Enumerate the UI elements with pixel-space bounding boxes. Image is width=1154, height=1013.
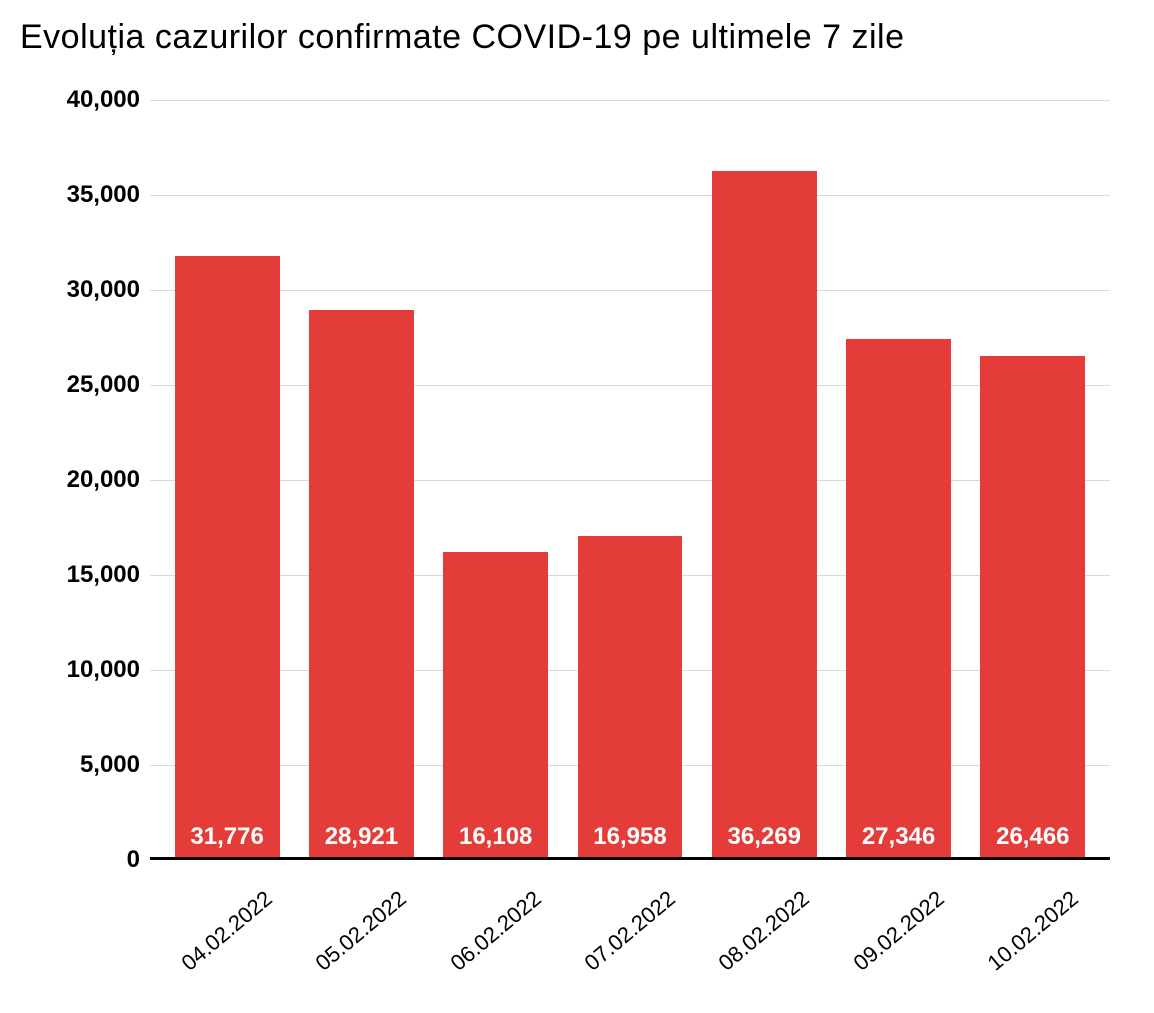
x-tick-label: 05.02.2022	[311, 886, 412, 977]
y-tick-label: 40,000	[50, 86, 140, 114]
x-tick-slot: 05.02.2022	[294, 863, 428, 1013]
bar-slot: 27,346	[831, 100, 965, 857]
bar: 31,776	[175, 256, 280, 857]
bar-value-label: 26,466	[996, 823, 1069, 851]
bar-value-label: 16,958	[593, 823, 666, 851]
x-tick-slot: 08.02.2022	[697, 863, 831, 1013]
x-tick-label: 04.02.2022	[177, 886, 278, 977]
x-tick-slot: 10.02.2022	[966, 863, 1100, 1013]
y-tick-label: 20,000	[50, 466, 140, 494]
y-tick-label: 30,000	[50, 276, 140, 304]
bar: 16,108	[443, 552, 548, 857]
bar-value-label: 27,346	[862, 823, 935, 851]
y-tick-label: 15,000	[50, 561, 140, 589]
chart-title: Evoluția cazurilor confirmate COVID-19 p…	[0, 0, 1154, 57]
bar: 16,958	[578, 536, 683, 857]
chart-container: 05,00010,00015,00020,00025,00030,00035,0…	[50, 100, 1110, 860]
x-tick-label: 09.02.2022	[848, 886, 949, 977]
x-tick-slot: 07.02.2022	[563, 863, 697, 1013]
bar-value-label: 31,776	[190, 823, 263, 851]
plot-area: 31,776 28,921 16,108 16,958 36,269 27,346 26,4…	[150, 100, 1110, 860]
x-tick-slot: 06.02.2022	[429, 863, 563, 1013]
bar-value-label: 28,921	[325, 823, 398, 851]
bar: 27,346	[846, 339, 951, 857]
y-axis: 05,00010,00015,00020,00025,00030,00035,0…	[50, 100, 150, 860]
y-tick-label: 35,000	[50, 181, 140, 209]
x-tick-slot: 04.02.2022	[160, 863, 294, 1013]
bar-slot: 36,269	[697, 100, 831, 857]
bar: 36,269	[712, 171, 817, 857]
x-tick-label: 08.02.2022	[714, 886, 815, 977]
x-tick-label: 06.02.2022	[445, 886, 546, 977]
x-tick-slot: 09.02.2022	[831, 863, 965, 1013]
x-tick-label: 10.02.2022	[982, 886, 1083, 977]
bar-value-label: 36,269	[728, 823, 801, 851]
y-tick-label: 10,000	[50, 656, 140, 684]
bar-value-label: 16,108	[459, 823, 532, 851]
x-tick-label: 07.02.2022	[579, 886, 680, 977]
y-tick-label: 25,000	[50, 371, 140, 399]
bar-slot: 16,108	[429, 100, 563, 857]
bar: 28,921	[309, 310, 414, 857]
bar-slot: 26,466	[966, 100, 1100, 857]
bar-slot: 16,958	[563, 100, 697, 857]
bar-slot: 31,776	[160, 100, 294, 857]
x-axis: 04.02.2022 05.02.2022 06.02.2022 07.02.2022…	[150, 863, 1110, 1013]
bar-slot: 28,921	[294, 100, 428, 857]
y-tick-label: 0	[50, 846, 140, 874]
y-tick-label: 5,000	[50, 751, 140, 779]
bar: 26,466	[980, 356, 1085, 857]
bars-group: 31,776 28,921 16,108 16,958 36,269 27,346 26,4…	[150, 100, 1110, 857]
